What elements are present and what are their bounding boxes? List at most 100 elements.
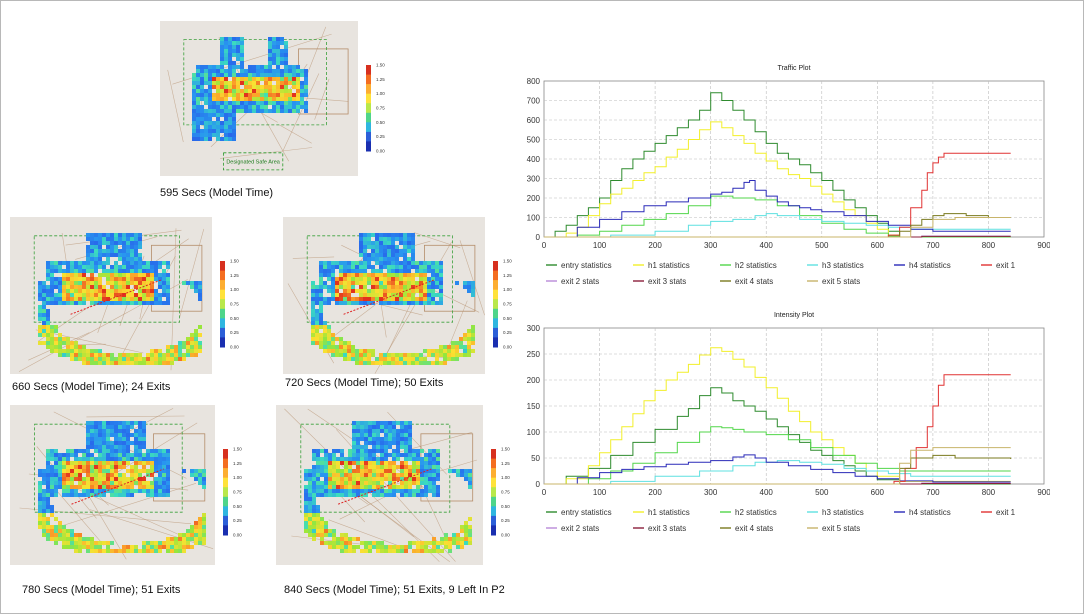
heat-cell <box>380 485 384 489</box>
heat-cell <box>220 105 224 109</box>
heat-cell <box>400 453 404 457</box>
heat-cell <box>427 285 431 289</box>
heat-cell <box>102 441 106 445</box>
heat-cell <box>308 525 312 529</box>
heat-cell <box>332 529 336 533</box>
heat-cell <box>371 301 375 305</box>
heat-cell <box>435 269 439 273</box>
heat-cell <box>196 77 200 81</box>
heat-cell <box>122 301 126 305</box>
heat-cell <box>416 485 420 489</box>
y-tick-label: 0 <box>536 233 541 242</box>
heat-cell <box>102 493 106 497</box>
heat-cell <box>296 81 300 85</box>
heat-cell <box>339 277 343 281</box>
heat-cell <box>451 341 455 345</box>
heat-cell <box>38 313 42 317</box>
heat-cell <box>162 357 166 361</box>
heat-cell <box>363 253 367 257</box>
heat-cell <box>352 441 356 445</box>
heat-cell <box>114 233 118 237</box>
heat-cell <box>98 457 102 461</box>
heat-cell <box>355 273 359 277</box>
heat-cell <box>327 333 331 337</box>
heat-cell <box>351 357 355 361</box>
heat-cell <box>98 241 102 245</box>
heat-cell <box>359 245 363 249</box>
heat-cell <box>170 541 174 545</box>
heat-cell <box>158 361 162 365</box>
heat-cell <box>376 481 380 485</box>
heat-cell <box>150 357 154 361</box>
legend-label: h2 statistics <box>735 261 777 270</box>
heat-cell <box>200 73 204 77</box>
heat-cell <box>46 265 50 269</box>
heat-cell <box>316 505 320 509</box>
heat-cell <box>50 297 54 301</box>
heat-cell <box>220 73 224 77</box>
heat-cell <box>432 481 436 485</box>
legend-label: h1 statistics <box>648 508 690 517</box>
heat-cell <box>102 489 106 493</box>
heat-cell <box>232 77 236 81</box>
heat-cell <box>356 493 360 497</box>
heat-cell <box>224 53 228 57</box>
heat-cell <box>146 493 150 497</box>
heat-cell <box>388 485 392 489</box>
heat-cell <box>78 265 82 269</box>
heat-cell <box>332 449 336 453</box>
heat-cell <box>312 485 316 489</box>
heat-cell <box>190 529 194 533</box>
heat-cell <box>376 461 380 465</box>
heat-cell <box>192 109 196 113</box>
heat-cell <box>403 281 407 285</box>
heat-cell <box>204 129 208 133</box>
heat-cell <box>46 449 50 453</box>
heat-cell <box>110 473 114 477</box>
heat-cell <box>228 137 232 141</box>
heat-cell <box>94 473 98 477</box>
heat-cell <box>423 361 427 365</box>
heat-cell <box>232 89 236 93</box>
heat-cell <box>240 77 244 81</box>
heat-cell <box>391 361 395 365</box>
heat-cell <box>464 477 468 481</box>
heat-cell <box>436 469 440 473</box>
heat-cell <box>82 481 86 485</box>
heat-cell <box>320 461 324 465</box>
heat-cell <box>86 485 90 489</box>
heat-cell <box>340 541 344 545</box>
heat-cell <box>240 69 244 73</box>
heat-cell <box>158 285 162 289</box>
heat-cell <box>46 537 50 541</box>
heat-cell <box>423 301 427 305</box>
heat-cell <box>166 549 170 553</box>
heat-cell <box>407 293 411 297</box>
heat-cell <box>102 253 106 257</box>
heat-cell <box>388 545 392 549</box>
heat-cell <box>328 485 332 489</box>
heat-cell <box>335 349 339 353</box>
floorplan-line <box>328 519 407 549</box>
legend-item: h1 statistics <box>633 261 690 270</box>
heat-cell <box>411 361 415 365</box>
heat-cell <box>284 105 288 109</box>
heat-cell <box>328 529 332 533</box>
series-line-h3-statistics <box>544 460 1011 485</box>
heat-cell <box>70 265 74 269</box>
heat-cell <box>396 473 400 477</box>
heat-cell <box>344 461 348 465</box>
heat-cell <box>78 353 82 357</box>
scale-tick-label: 1.25 <box>376 77 385 82</box>
heat-cell <box>284 41 288 45</box>
heat-cell <box>427 289 431 293</box>
heat-cell <box>94 261 98 265</box>
heat-cell <box>228 93 232 97</box>
heat-cell <box>216 73 220 77</box>
heat-cell <box>130 353 134 357</box>
heat-cell <box>118 477 122 481</box>
heat-cell <box>70 477 74 481</box>
heat-cell <box>224 97 228 101</box>
heat-cell <box>174 549 178 553</box>
heat-cell <box>212 81 216 85</box>
